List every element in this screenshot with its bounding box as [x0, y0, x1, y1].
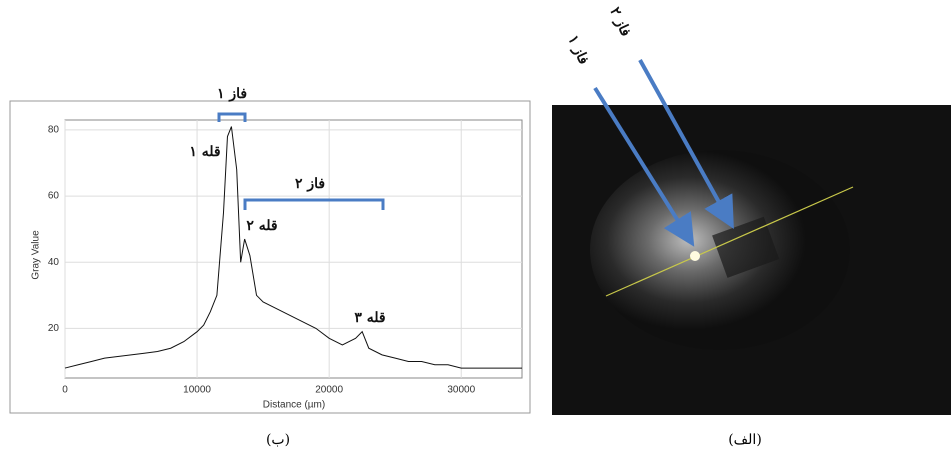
figure: فاز ۱ فاز ۲ (الف) (ب) Distance (µm) Gray…: [0, 0, 951, 456]
x-tick-label: 20000: [315, 385, 343, 396]
annotation: فاز ۲: [295, 176, 325, 192]
image-label: فاز ۲: [606, 5, 633, 39]
y-tick-label: 20: [48, 323, 60, 334]
y-tick-label: 40: [48, 257, 60, 268]
annotation: فاز ۱: [217, 86, 247, 102]
y-tick-label: 60: [48, 191, 60, 202]
y-axis-label: Gray Value: [31, 230, 42, 280]
annotation: قله ۳: [354, 310, 385, 326]
annotation: قله ۲: [246, 218, 277, 234]
annotation: قله ۱: [189, 144, 220, 160]
caption: (ب): [266, 432, 290, 448]
image-label: فاز ۱: [564, 33, 591, 67]
caption: (الف): [728, 432, 762, 448]
y-tick-label: 80: [48, 125, 60, 136]
x-tick-label: 10000: [183, 385, 211, 396]
bright-spot: [690, 251, 700, 261]
x-tick-label: 0: [62, 385, 68, 396]
x-axis-label: Distance (µm): [263, 400, 325, 411]
x-tick-label: 30000: [447, 385, 475, 396]
